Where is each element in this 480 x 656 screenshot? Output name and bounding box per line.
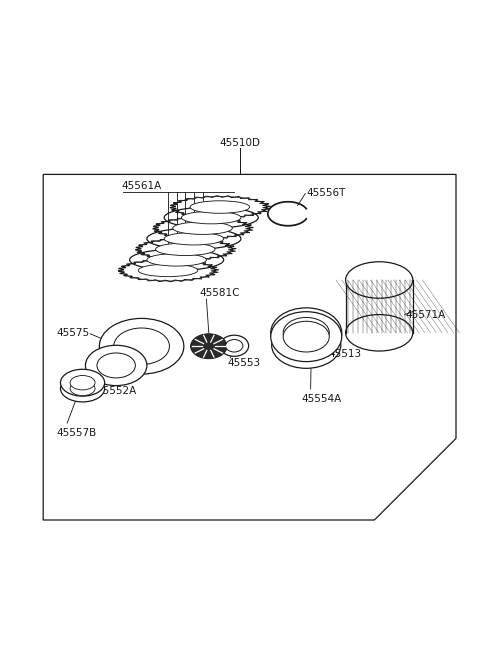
Ellipse shape bbox=[220, 335, 249, 356]
Ellipse shape bbox=[190, 201, 250, 213]
Ellipse shape bbox=[346, 315, 413, 351]
Ellipse shape bbox=[85, 345, 147, 386]
Text: 45553: 45553 bbox=[227, 358, 260, 368]
Text: 45556T: 45556T bbox=[306, 188, 346, 197]
Ellipse shape bbox=[346, 262, 413, 298]
Ellipse shape bbox=[271, 308, 342, 358]
Ellipse shape bbox=[191, 334, 227, 359]
Ellipse shape bbox=[147, 254, 206, 266]
Ellipse shape bbox=[164, 232, 224, 245]
Text: 45510D: 45510D bbox=[219, 138, 261, 148]
Text: 45513: 45513 bbox=[329, 349, 362, 359]
Ellipse shape bbox=[97, 353, 135, 378]
Ellipse shape bbox=[156, 218, 250, 239]
Text: 45571A: 45571A bbox=[406, 310, 446, 319]
Ellipse shape bbox=[226, 340, 243, 352]
Ellipse shape bbox=[60, 369, 105, 396]
Ellipse shape bbox=[173, 222, 232, 234]
Ellipse shape bbox=[181, 211, 241, 224]
Ellipse shape bbox=[60, 375, 105, 402]
Text: 45575: 45575 bbox=[56, 328, 89, 338]
Text: 45552A: 45552A bbox=[96, 386, 136, 396]
Text: 45554A: 45554A bbox=[301, 394, 342, 404]
Text: 45557B: 45557B bbox=[57, 428, 97, 438]
Ellipse shape bbox=[138, 264, 198, 277]
Ellipse shape bbox=[99, 318, 184, 374]
Text: 45581C: 45581C bbox=[200, 288, 240, 298]
Ellipse shape bbox=[70, 381, 95, 396]
Ellipse shape bbox=[173, 197, 267, 218]
Ellipse shape bbox=[164, 207, 258, 228]
Ellipse shape bbox=[156, 243, 215, 256]
Ellipse shape bbox=[147, 228, 241, 249]
Text: 45561A: 45561A bbox=[121, 180, 162, 191]
Ellipse shape bbox=[283, 318, 329, 348]
Ellipse shape bbox=[283, 321, 329, 352]
Ellipse shape bbox=[130, 249, 224, 270]
Ellipse shape bbox=[271, 312, 342, 361]
Ellipse shape bbox=[121, 260, 215, 281]
Ellipse shape bbox=[70, 375, 95, 390]
Ellipse shape bbox=[138, 239, 232, 260]
Ellipse shape bbox=[114, 328, 169, 365]
